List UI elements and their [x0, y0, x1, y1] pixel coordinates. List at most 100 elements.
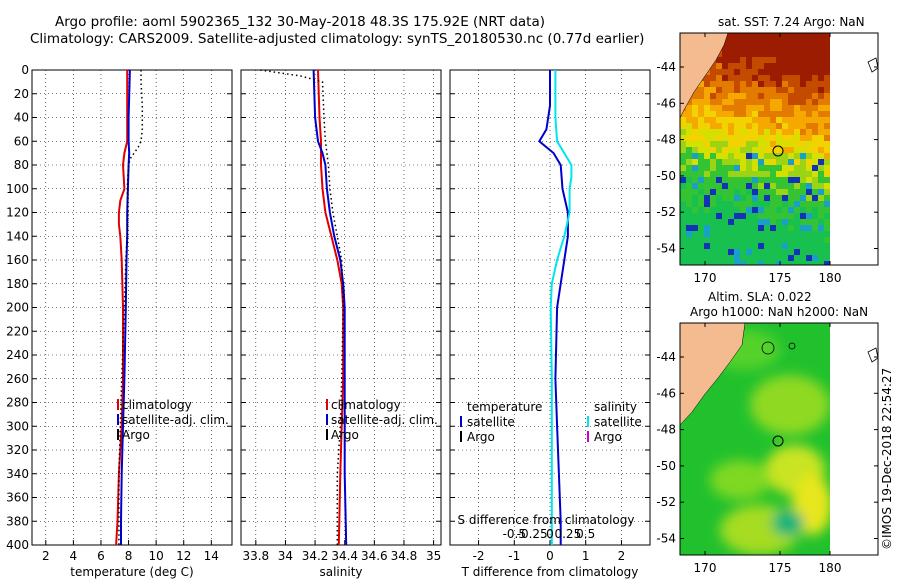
- y-tick-label: 340: [6, 467, 29, 481]
- sst-cell: [806, 99, 812, 105]
- series-argo: [118, 70, 144, 545]
- sst-cell: [698, 93, 704, 99]
- sst-cell: [722, 129, 728, 135]
- map-y-tick-label: -54: [656, 532, 676, 546]
- sst-cell: [812, 75, 818, 81]
- sst-cell: [710, 141, 716, 147]
- sst-cell: [776, 39, 782, 45]
- sst-cell: [758, 237, 764, 243]
- sst-cell: [806, 255, 812, 261]
- sst-cell: [722, 117, 728, 123]
- sst-cell: [710, 195, 716, 201]
- sst-cell: [746, 69, 752, 75]
- sst-cell: [698, 165, 704, 171]
- sst-cell: [728, 189, 734, 195]
- sst-cell: [758, 123, 764, 129]
- sst-cell: [710, 117, 716, 123]
- y-tick-label: 100: [6, 182, 29, 196]
- sst-cell: [770, 213, 776, 219]
- sst-cell: [686, 99, 692, 105]
- sst-cell: [782, 87, 788, 93]
- sst-cell: [800, 237, 806, 243]
- sst-cell: [764, 57, 770, 63]
- sst-cell: [746, 147, 752, 153]
- sst-cell: [698, 117, 704, 123]
- sst-cell: [728, 111, 734, 117]
- sst-cell: [758, 105, 764, 111]
- sst-cell: [686, 183, 692, 189]
- sst-cell: [734, 219, 740, 225]
- sst-cell: [800, 201, 806, 207]
- sst-cell: [782, 255, 788, 261]
- sst-cell: [722, 165, 728, 171]
- sst-cell: [776, 213, 782, 219]
- sst-cell: [794, 39, 800, 45]
- sst-cell: [710, 159, 716, 165]
- sst-cell: [680, 195, 686, 201]
- sst-cell: [722, 207, 728, 213]
- sst-cell: [788, 207, 794, 213]
- sst-cell: [812, 81, 818, 87]
- sst-cell: [728, 261, 734, 265]
- sst-cell: [824, 225, 830, 231]
- sst-cell: [824, 261, 830, 265]
- sst-cell: [782, 225, 788, 231]
- sst-cell: [776, 177, 782, 183]
- sst-cell: [794, 171, 800, 177]
- sst-cell: [800, 153, 806, 159]
- sst-cell: [734, 33, 740, 39]
- sst-cell: [716, 87, 722, 93]
- sst-cell: [740, 69, 746, 75]
- sst-cell: [788, 75, 794, 81]
- sst-cell: [764, 159, 770, 165]
- sst-cell: [764, 231, 770, 237]
- sst-cell: [782, 243, 788, 249]
- sst-cell: [812, 177, 818, 183]
- sst-cell: [680, 147, 686, 153]
- sst-cell: [800, 39, 806, 45]
- sst-cell: [788, 189, 794, 195]
- sst-map-title: sat. SST: 7.24 Argo: NaN: [718, 15, 865, 29]
- sst-cell: [704, 261, 710, 265]
- sst-cell: [800, 225, 806, 231]
- sst-cell: [680, 225, 686, 231]
- sst-cell: [764, 201, 770, 207]
- sst-cell: [740, 195, 746, 201]
- sst-cell: [758, 57, 764, 63]
- sst-cell: [776, 159, 782, 165]
- sst-cell: [728, 165, 734, 171]
- sst-cell: [704, 207, 710, 213]
- sst-cell: [716, 219, 722, 225]
- sst-cell: [794, 177, 800, 183]
- sst-cell: [722, 111, 728, 117]
- sst-cell: [818, 63, 824, 69]
- sst-cell: [752, 57, 758, 63]
- sst-cell: [680, 237, 686, 243]
- sst-cell: [800, 165, 806, 171]
- sst-cell: [776, 81, 782, 87]
- sst-cell: [740, 159, 746, 165]
- sst-cell: [764, 99, 770, 105]
- sst-cell: [758, 75, 764, 81]
- top-axis-label: S difference from climatology: [458, 513, 635, 527]
- sst-cell: [752, 195, 758, 201]
- sst-cell: [812, 117, 818, 123]
- sst-cell: [812, 135, 818, 141]
- sst-cell: [740, 135, 746, 141]
- sst-cell: [746, 237, 752, 243]
- map-y-tick-label: -50: [656, 459, 676, 473]
- sst-cell: [788, 195, 794, 201]
- sst-cell: [704, 225, 710, 231]
- sst-cell: [806, 243, 812, 249]
- sst-cell: [770, 99, 776, 105]
- sst-cell: [764, 51, 770, 57]
- sst-cell: [818, 147, 824, 153]
- sst-cell: [824, 69, 830, 75]
- sst-cell: [812, 243, 818, 249]
- sst-cell: [740, 225, 746, 231]
- sst-cell: [818, 249, 824, 255]
- sst-cell: [698, 99, 704, 105]
- sst-cell: [740, 81, 746, 87]
- sst-cell: [728, 45, 734, 51]
- sst-cell: [686, 195, 692, 201]
